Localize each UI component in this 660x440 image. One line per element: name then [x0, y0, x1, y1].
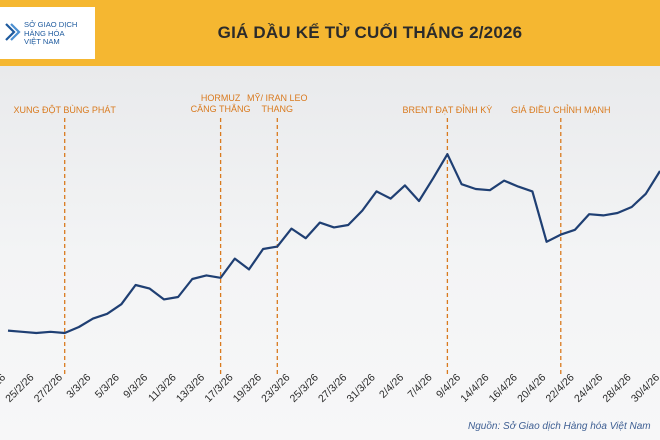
price-line [7, 153, 660, 335]
x-tick-label-12: 27/3/26 [316, 372, 349, 405]
x-tick-label-7: 13/3/26 [174, 372, 207, 405]
event-label-1-0: HORMUZ [201, 93, 241, 103]
event-label-2-1: THANG [262, 104, 294, 114]
x-tick-label-6: 11/3/26 [146, 372, 179, 405]
event-label-3-0: BRENT ĐẠT ĐỈNH KỲ [403, 104, 493, 115]
event-label-2-0: MỸ/ IRAN LEO [247, 93, 308, 103]
logo-line-2: HÀNG HÓA [24, 28, 65, 38]
x-tick-label-13: 31/3/26 [345, 372, 378, 405]
logo: SỞ GIAO DỊCH HÀNG HÓA VIỆT NAM [0, 7, 95, 59]
x-tick-label-0: 2/26 [0, 372, 8, 395]
x-tick-label-21: 24/4/26 [572, 372, 605, 405]
x-tick-label-9: 19/3/26 [231, 372, 264, 405]
x-tick-label-22: 28/4/26 [600, 372, 633, 405]
chart-title: GIÁ DẦU KỂ TỪ CUỐI THÁNG 2/2026 [217, 23, 523, 42]
event-label-0-0: XUNG ĐỘT BÙNG PHÁT [14, 105, 117, 115]
x-tick-label-10: 23/3/26 [259, 371, 292, 404]
logo-line-3: VIỆT NAM [24, 37, 60, 46]
header-banner: SỞ GIAO DỊCH HÀNG HÓA VIỆT NAM GIÁ DẦU K… [0, 0, 660, 66]
x-tick-label-8: 17/3/26 [202, 372, 235, 405]
price-series [7, 153, 660, 335]
plot-background [0, 66, 660, 440]
x-tick-label-2: 27/2/26 [32, 372, 65, 405]
logo-line-1: SỞ GIAO DỊCH [24, 20, 78, 29]
x-tick-label-14: 2/4/26 [377, 372, 406, 401]
x-tick-label-23: 30/4/26 [629, 372, 660, 405]
x-tick-label-4: 5/3/26 [93, 372, 122, 401]
event-label-4-0: GIÁ ĐIỀU CHỈNH MẠNH [511, 104, 611, 115]
x-tick-label-19: 20/4/26 [515, 372, 548, 405]
source-note: Nguồn: Sở Giao dịch Hàng hóa Việt Nam [468, 421, 651, 432]
x-tick-label-18: 16/4/26 [487, 372, 520, 405]
x-tick-label-3: 3/3/26 [64, 372, 93, 401]
logo-chevron-icon [5, 23, 21, 41]
x-tick-label-15: 7/4/26 [406, 372, 435, 401]
x-tick-label-11: 25/3/26 [288, 372, 321, 405]
x-tick-label-20: 22/4/26 [544, 372, 577, 405]
x-tick-label-17: 14/4/26 [458, 372, 491, 405]
event-label-1-1: CĂNG THẲNG [191, 103, 251, 114]
x-tick-label-1: 25/2/26 [3, 372, 36, 405]
logo-text: SỞ GIAO DỊCH HÀNG HÓA VIỆT NAM [24, 20, 78, 47]
